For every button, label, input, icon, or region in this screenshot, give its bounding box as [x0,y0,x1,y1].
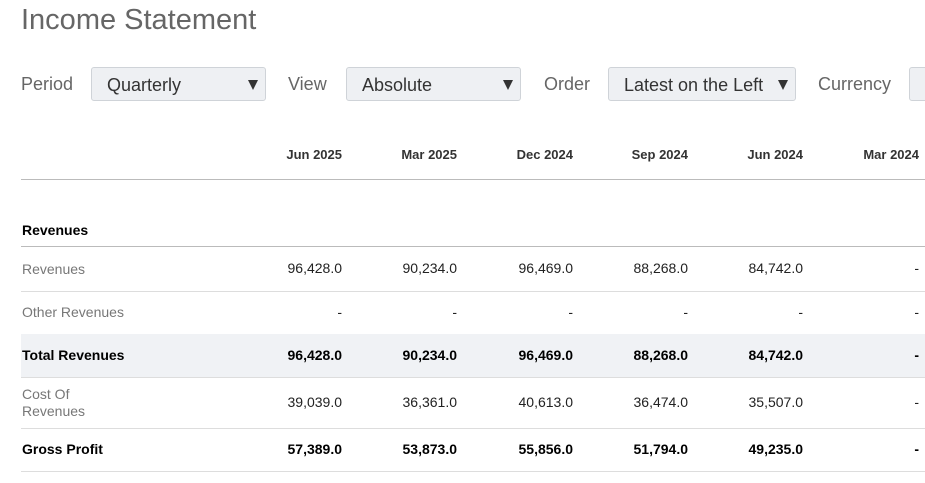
column-header: Sep 2024 [631,147,688,162]
section-title: Revenues [22,222,89,238]
cell-value: 57,389.0 [287,440,343,457]
column-header: Mar 2025 [401,147,457,162]
cell-value: - [683,303,688,320]
row-highlight [21,334,925,377]
cell-value: 96,428.0 [287,346,343,363]
cell-value: 49,235.0 [748,440,804,457]
cell-value: - [337,303,342,320]
filter-label: View [288,74,327,94]
dropdown[interactable]: Absolute [346,67,521,101]
cell-value: 96,469.0 [518,260,574,276]
dropdown-arrow [248,80,258,90]
dropdown-value: Latest on the Left [624,75,764,95]
cell-value: 96,428.0 [287,260,343,276]
cell-value: 36,474.0 [633,393,689,410]
cell-value: 55,856.0 [518,440,574,457]
cell-value: - [914,303,919,320]
page-title: Income Statement [21,4,257,36]
chart-icon[interactable] [172,258,196,281]
dropdown-value: Absolute [362,75,433,95]
cell-value: - [914,260,919,276]
divider [21,179,925,180]
row-label: Total Revenues [22,347,125,363]
divider [21,246,925,247]
cell-value: 36,361.0 [402,393,458,410]
filter-label: Period [21,74,74,94]
chart-icon[interactable] [172,344,196,367]
column-header: Mar 2024 [863,147,919,162]
cell-value: 84,742.0 [748,346,804,363]
filter-label: Order [544,74,591,94]
cell-value: 53,873.0 [402,440,458,457]
cell-value: 51,794.0 [633,440,689,457]
dropdown[interactable]: Quarterly [91,67,266,101]
divider [21,471,925,472]
divider [21,377,925,378]
cell-value: 39,039.0 [287,393,343,410]
cell-value: 88,268.0 [633,346,689,363]
dropdown-value: Quarterly [107,75,182,95]
divider [21,291,925,292]
cell-value: - [914,393,919,410]
chart-icon[interactable] [172,438,196,461]
cell-value: 88,268.0 [633,260,689,276]
cell-value: 35,507.0 [748,393,804,410]
row-label: Other Revenues [22,304,124,320]
cell-value: 96,469.0 [518,346,574,363]
row-label: Gross Profit [22,441,103,457]
column-header: Dec 2024 [516,147,573,162]
cell-value: 40,613.0 [518,393,574,410]
filter-label: Currency [818,74,892,94]
cell-value: 90,234.0 [402,260,458,276]
row-label: Cost Of Revenues [22,385,86,419]
cell-value: - [798,303,803,320]
cell-value: - [452,303,457,320]
dropdown[interactable]: Latest on the Left [608,67,796,101]
cell-value: - [568,303,573,320]
column-header: Jun 2024 [747,147,803,162]
cell-value: 90,234.0 [402,346,458,363]
chart-icon[interactable] [172,391,196,414]
divider [21,428,925,429]
dropdown-arrow [503,80,513,90]
dropdown[interactable] [909,67,925,101]
column-header: Jun 2025 [286,147,342,162]
dropdown-arrow [778,80,788,90]
cell-value: - [914,346,919,363]
cell-value: 84,742.0 [748,260,804,276]
row-label: Revenues [22,260,86,277]
cell-value: - [914,440,919,457]
